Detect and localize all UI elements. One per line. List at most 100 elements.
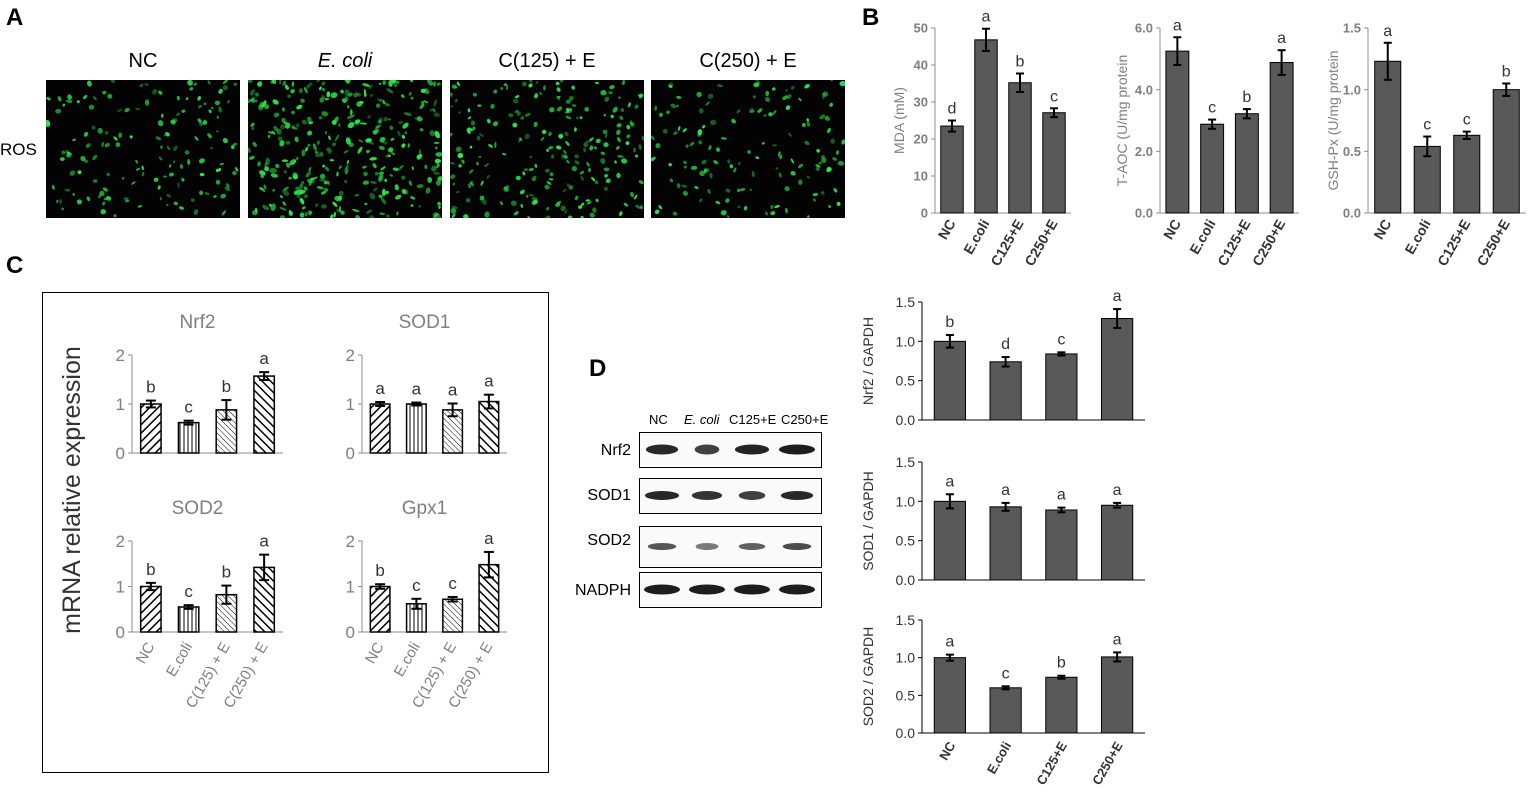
ros-cell bbox=[503, 186, 510, 193]
ros-cell bbox=[152, 88, 158, 95]
b-gshpx-significance-letter: c bbox=[1463, 112, 1471, 129]
ros-cell bbox=[729, 164, 734, 169]
ros-cell bbox=[575, 116, 579, 120]
blot-band bbox=[647, 543, 677, 550]
ros-cell bbox=[306, 116, 312, 122]
ros-cell bbox=[321, 95, 325, 99]
ros-cell bbox=[288, 176, 292, 180]
ros-cell bbox=[609, 85, 615, 90]
ros-cell bbox=[579, 116, 583, 120]
ros-cell bbox=[338, 206, 342, 213]
ros-cell bbox=[383, 116, 388, 122]
ros-cell bbox=[480, 180, 484, 186]
ros-cell bbox=[837, 160, 845, 166]
ros-cell bbox=[555, 95, 561, 101]
ros-cell bbox=[385, 214, 390, 218]
ros-cell bbox=[757, 108, 763, 113]
ros-cell bbox=[488, 144, 493, 148]
b-taoc-y-tick-label: 0.0 bbox=[1135, 206, 1153, 221]
ros-cell bbox=[93, 96, 97, 101]
c-sod1-y-tick-label: 0 bbox=[346, 444, 355, 463]
ros-cell bbox=[465, 198, 471, 203]
ros-cell bbox=[222, 85, 228, 91]
ros-cell bbox=[830, 80, 833, 82]
ros-cell bbox=[254, 92, 259, 97]
ros-cell bbox=[697, 129, 703, 136]
blot-band bbox=[644, 491, 680, 500]
ros-cell bbox=[416, 184, 424, 189]
ros-cell bbox=[492, 121, 499, 127]
ros-cell bbox=[356, 101, 363, 107]
ros-cell bbox=[63, 150, 69, 154]
ros-cell bbox=[812, 193, 819, 197]
ros-cell bbox=[218, 106, 222, 113]
ros-cell bbox=[296, 104, 303, 110]
ros-cell bbox=[620, 108, 625, 112]
d-sod2-significance-letter: a bbox=[1113, 631, 1122, 648]
ros-cell bbox=[178, 206, 185, 210]
ros-cell bbox=[184, 150, 190, 155]
ros-cell bbox=[348, 142, 354, 148]
ros-cell bbox=[595, 138, 601, 144]
ros-cell bbox=[347, 121, 355, 129]
ros-cell bbox=[296, 156, 299, 161]
b-mda-bar bbox=[1008, 82, 1032, 214]
b-taoc-y-tick-label: 2.0 bbox=[1135, 144, 1153, 159]
ros-cell bbox=[436, 82, 441, 86]
ros-cell bbox=[99, 190, 105, 197]
ros-cell bbox=[102, 187, 109, 192]
ros-cell bbox=[836, 201, 841, 206]
ros-cell bbox=[677, 125, 681, 131]
c-sod2-y-tick-label: 2 bbox=[116, 532, 125, 551]
blot-strip-nadph bbox=[639, 572, 822, 608]
ros-cell bbox=[434, 130, 441, 139]
ros-cell bbox=[629, 120, 633, 125]
ros-cell bbox=[612, 106, 618, 113]
ros-cell bbox=[801, 123, 806, 127]
ros-cell bbox=[299, 183, 304, 189]
b-taoc-significance-letter: a bbox=[1277, 30, 1286, 47]
ros-cell bbox=[326, 91, 331, 98]
ros-cell bbox=[352, 209, 360, 212]
b-mda-significance-letter: b bbox=[1016, 54, 1025, 71]
ros-cell bbox=[468, 169, 474, 174]
c-sod2-y-tick-label: 0 bbox=[116, 623, 125, 642]
ros-cell bbox=[344, 89, 350, 96]
ros-cell bbox=[461, 159, 465, 164]
ros-cell bbox=[534, 163, 538, 168]
ros-cell bbox=[230, 145, 235, 150]
ros-cell bbox=[310, 176, 318, 181]
ros-cell bbox=[416, 154, 420, 159]
ros-cell bbox=[267, 134, 271, 139]
ros-cell bbox=[755, 80, 761, 84]
c-sod2-bar bbox=[177, 606, 200, 633]
ros-cell bbox=[827, 127, 831, 134]
ros-cell bbox=[593, 146, 598, 150]
b-mda-category-label: C250+E bbox=[1021, 217, 1060, 269]
ros-cell bbox=[321, 87, 326, 92]
ros-cell bbox=[486, 174, 490, 179]
ros-cell bbox=[604, 186, 608, 191]
c-gpx1-bar bbox=[442, 598, 464, 633]
ros-cell bbox=[470, 120, 476, 126]
blot-band bbox=[778, 584, 816, 595]
ros-cell bbox=[512, 122, 518, 128]
ros-cell bbox=[379, 137, 385, 143]
ros-cell bbox=[520, 116, 525, 120]
ros-cell bbox=[839, 80, 845, 87]
ros-cell bbox=[450, 105, 453, 108]
ros-cell bbox=[193, 209, 199, 215]
ros-cell bbox=[303, 194, 309, 199]
ros-cell bbox=[344, 166, 349, 175]
b-gshpx-significance-letter: a bbox=[1383, 23, 1392, 40]
b-mda-y-tick-label: 40 bbox=[914, 58, 928, 73]
panel-letter-d: D bbox=[589, 355, 607, 382]
ros-cell bbox=[226, 183, 230, 189]
ros-cell bbox=[264, 166, 270, 172]
ros-cell bbox=[316, 140, 320, 145]
ros-cell bbox=[637, 93, 644, 98]
ros-cell bbox=[790, 158, 795, 164]
ros-cell bbox=[382, 81, 386, 85]
ros-cell bbox=[458, 111, 461, 114]
